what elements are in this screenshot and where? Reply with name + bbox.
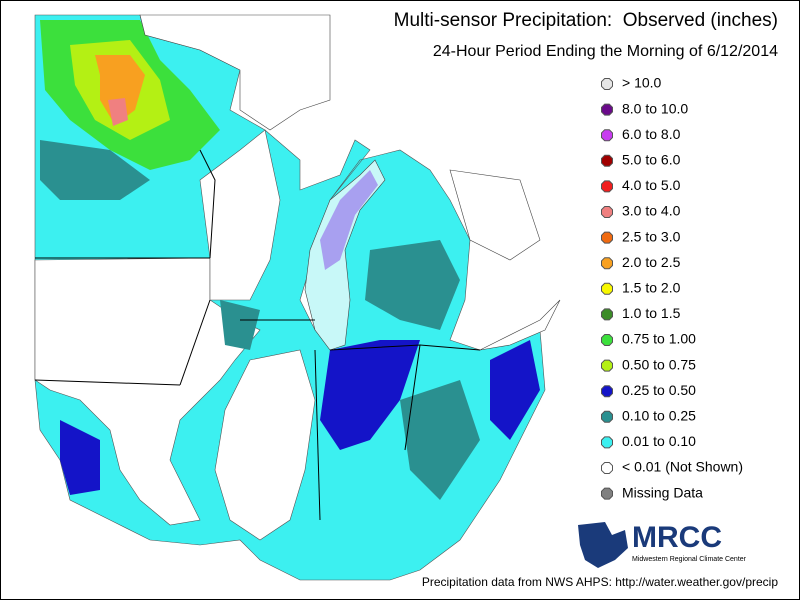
teal-band — [40, 140, 150, 200]
legend-label: 0.10 to 0.25 — [622, 408, 696, 424]
title: Multi-sensor Precipitation: Observed (in… — [394, 10, 778, 31]
legend-swatch — [601, 257, 613, 270]
blue-band — [490, 340, 540, 440]
legend-swatch — [601, 154, 613, 167]
legend-swatch — [601, 410, 613, 423]
legend-label: 2.5 to 3.0 — [622, 228, 681, 244]
legend-swatch — [601, 487, 613, 500]
source: Precipitation data from NWS AHPS: http:/… — [422, 575, 778, 589]
legend-swatch — [601, 129, 613, 142]
legend-label: 4.0 to 5.0 — [622, 177, 681, 193]
legend-label: 5.0 to 6.0 — [622, 152, 681, 168]
legend-label: 1.5 to 2.0 — [622, 280, 681, 296]
legend-swatch — [601, 231, 613, 244]
legend-label: 1.0 to 1.5 — [622, 305, 681, 321]
dry-area — [199, 129, 281, 301]
legend-label: 3.0 to 4.0 — [622, 203, 681, 219]
state-line — [419, 344, 481, 351]
legend-swatch — [601, 206, 613, 218]
state-line — [179, 299, 211, 386]
legend-label: < 0.01 (Not Shown) — [622, 459, 743, 475]
heaviest-rain — [108, 98, 128, 126]
logo: MRCC Midwestern Regional Climate Center — [578, 521, 747, 568]
legend-label: 0.01 to 0.10 — [622, 433, 696, 449]
dry-area — [214, 349, 316, 541]
lake — [139, 14, 331, 131]
map — [34, 14, 561, 581]
blue-band — [320, 340, 420, 450]
legend-label: 0.50 to 0.75 — [622, 356, 696, 372]
logo-name: MRCC — [632, 521, 722, 554]
teal-band — [220, 300, 260, 350]
legend-label: Missing Data — [622, 484, 703, 500]
logo-map — [578, 522, 628, 568]
legend: > 10.0 8.0 to 10.0 6.0 to 8.0 5.0 to 6.0 4.0… — [601, 75, 743, 500]
blue-band — [60, 420, 100, 495]
logo-full-name: Midwestern Regional Climate Center — [632, 556, 747, 563]
legend-label: 0.75 to 1.00 — [622, 331, 696, 347]
legend-label: 8.0 to 10.0 — [622, 100, 688, 116]
legend-label: > 10.0 — [622, 75, 662, 91]
teal-band — [400, 380, 480, 500]
legend-swatch — [601, 103, 613, 116]
legend-swatch — [601, 78, 613, 90]
subtitle: 24-Hour Period Ending the Morning of 6/1… — [433, 43, 778, 60]
lake — [479, 299, 561, 351]
legend-label: 6.0 to 8.0 — [622, 126, 681, 142]
legend-label: 0.25 to 0.50 — [622, 382, 696, 398]
teal-band — [365, 240, 460, 330]
legend-swatch — [601, 436, 613, 449]
legend-swatch — [601, 180, 613, 193]
legend-swatch — [601, 334, 613, 346]
legend-swatch — [601, 385, 613, 398]
legend-swatch — [601, 462, 613, 474]
lake-rain — [320, 170, 378, 270]
lake — [449, 169, 541, 261]
heavy-rain — [95, 55, 145, 125]
state-lines — [34, 149, 481, 521]
state-line — [199, 149, 216, 259]
state-line — [34, 379, 181, 386]
legend-swatch — [601, 359, 613, 372]
state-line — [314, 349, 321, 521]
legend-swatch — [601, 282, 613, 295]
legend-label: 2.0 to 2.5 — [622, 254, 681, 270]
legend-swatch — [601, 308, 613, 321]
lake-michigan — [304, 159, 386, 351]
